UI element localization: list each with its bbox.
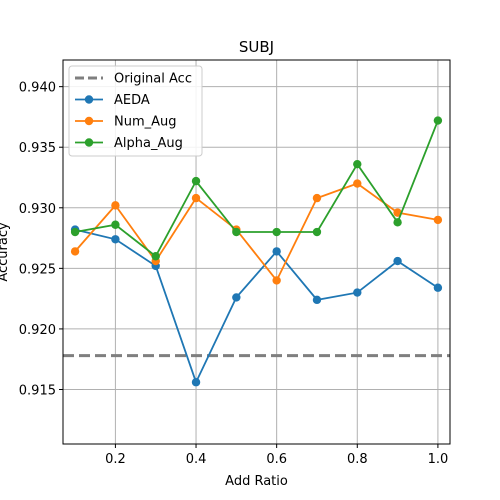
data-point-alpha-aug (393, 218, 402, 227)
series-line-num-aug (74, 182, 439, 283)
data-point-alpha-aug (433, 116, 443, 125)
data-point-num-aug (433, 215, 443, 225)
data-point-num-aug (353, 179, 362, 188)
ticks: 0.2 0.4 0.6 0.8 1.0 0.915 0.920 0.925 0.930 0.935… (19, 81, 448, 467)
data-point-alpha-aug (353, 159, 362, 169)
y-tick-label: 0.935 (19, 141, 56, 156)
y-tick-label: 0.915 (19, 383, 56, 398)
series-line-aeda (74, 228, 439, 385)
series-alpha-aug (70, 116, 443, 261)
legend-label-alpha-aug: Alpha_Aug (114, 136, 183, 151)
legend: Original Acc AEDA Num_Aug Alpha_Aug (68, 65, 203, 157)
y-tick-label: 0.930 (19, 202, 56, 217)
data-point-alpha-aug (111, 220, 120, 229)
data-point-num-aug (312, 193, 322, 203)
chart-title: SUBJ (239, 38, 274, 56)
legend-label-aeda: AEDA (114, 93, 150, 108)
y-tick-label: 0.925 (19, 262, 56, 277)
data-point-aeda (393, 256, 402, 266)
legend-marker-aeda (84, 95, 94, 104)
x-tick-label: 0.8 (347, 452, 368, 467)
x-tick-label: 0.6 (266, 452, 287, 467)
data-point-num-aug (191, 193, 201, 203)
legend-marker-num-aug (84, 116, 94, 126)
data-point-alpha-aug (312, 227, 322, 237)
data-point-aeda (433, 283, 443, 292)
data-point-alpha-aug (151, 252, 160, 261)
data-point-alpha-aug (232, 227, 241, 237)
x-tick-label: 0.4 (186, 452, 207, 467)
y-tick-label: 0.920 (19, 323, 56, 338)
data-point-num-aug (272, 276, 281, 285)
data-point-aeda (191, 378, 201, 387)
y-tick-label: 0.940 (19, 81, 56, 96)
legend-label-original-acc: Original Acc (114, 72, 192, 87)
plot-frame (62, 59, 451, 445)
data-point-alpha-aug (70, 227, 80, 237)
data-point-aeda (272, 247, 281, 256)
data-point-aeda (312, 295, 322, 305)
y-axis-title: Accuracy (0, 222, 11, 282)
legend-box (68, 65, 203, 157)
legend-label-num-aug: Num_Aug (114, 115, 177, 130)
data-point-alpha-aug (191, 176, 201, 186)
data-point-num-aug (111, 201, 120, 210)
data-point-aeda (353, 288, 362, 297)
data-point-alpha-aug (272, 227, 281, 237)
data-point-num-aug (70, 247, 80, 256)
x-axis-title: Add Ratio (225, 474, 288, 489)
data-point-aeda (111, 235, 120, 244)
series-line-alpha-aug (74, 120, 439, 258)
legend-marker-alpha-aug (84, 138, 94, 147)
data-point-aeda (232, 293, 241, 302)
x-tick-label: 0.2 (105, 452, 126, 467)
series-layer (70, 116, 443, 387)
x-tick-label: 1.0 (428, 452, 449, 467)
